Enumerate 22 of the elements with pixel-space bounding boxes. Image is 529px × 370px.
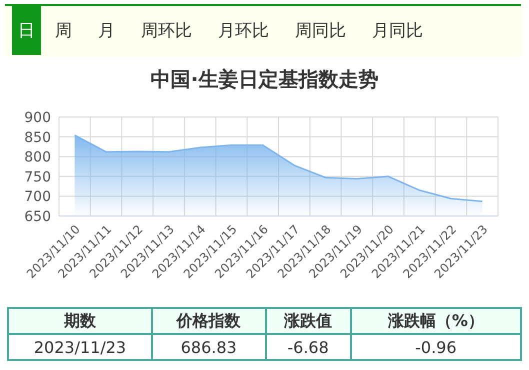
text: 周环比 — [140, 20, 193, 43]
text: 686.83 — [152, 334, 266, 360]
text: -0.96 — [350, 334, 521, 360]
y-tick-label: 700 — [24, 189, 51, 206]
text: 期数 — [8, 308, 152, 334]
text: 月环比 — [217, 20, 270, 43]
y-tick-label: 800 — [24, 150, 51, 166]
text: 日 — [12, 6, 41, 55]
text: 价格指数 — [152, 308, 266, 334]
y-tick-label: 650 — [24, 208, 51, 225]
y-tick-label: 850 — [24, 130, 51, 146]
y-tick-label: 900 — [24, 110, 51, 126]
text: -6.68 — [266, 334, 351, 360]
text: 2023/11/23 — [8, 334, 152, 360]
text: 涨跌值 — [266, 308, 351, 334]
y-tick-label: 750 — [24, 169, 51, 186]
text: 涨跌幅（%） — [350, 308, 521, 334]
text: 周同比 — [294, 20, 347, 43]
chart-title: 中国·生姜日定基指数走势 — [150, 66, 380, 93]
text: 月 — [97, 20, 116, 43]
text: 周 — [54, 20, 73, 43]
text: 月同比 — [371, 20, 424, 43]
